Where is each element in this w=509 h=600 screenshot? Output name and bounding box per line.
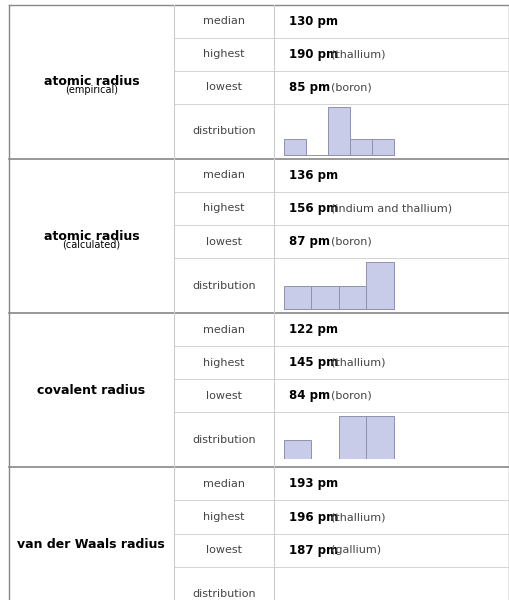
Text: lowest: lowest	[206, 236, 242, 247]
Text: 187 pm: 187 pm	[289, 544, 338, 557]
Text: highest: highest	[203, 203, 245, 214]
Text: 190 pm: 190 pm	[289, 47, 338, 61]
Text: 130 pm: 130 pm	[289, 14, 338, 28]
Text: (indium and thallium): (indium and thallium)	[331, 203, 453, 214]
Polygon shape	[339, 416, 366, 464]
Text: highest: highest	[203, 49, 245, 59]
Text: 122 pm: 122 pm	[289, 323, 338, 336]
Text: lowest: lowest	[206, 82, 242, 92]
Text: median: median	[203, 325, 245, 335]
Text: 196 pm: 196 pm	[289, 511, 338, 524]
Text: distribution: distribution	[192, 281, 256, 290]
Text: (boron): (boron)	[331, 82, 372, 92]
Text: 87 pm: 87 pm	[289, 235, 330, 248]
Text: (thallium): (thallium)	[331, 49, 386, 59]
Text: lowest: lowest	[206, 545, 242, 555]
Text: atomic radius: atomic radius	[43, 230, 139, 242]
Polygon shape	[366, 416, 394, 464]
Polygon shape	[284, 594, 312, 600]
Text: highest: highest	[203, 512, 245, 522]
Text: 84 pm: 84 pm	[289, 389, 330, 403]
Text: 145 pm: 145 pm	[289, 356, 338, 369]
Text: (boron): (boron)	[331, 236, 372, 247]
Text: 85 pm: 85 pm	[289, 81, 330, 94]
Polygon shape	[284, 440, 312, 464]
Text: distribution: distribution	[192, 127, 256, 136]
Polygon shape	[366, 570, 394, 600]
Text: (thallium): (thallium)	[331, 512, 386, 522]
Polygon shape	[339, 570, 366, 600]
Text: median: median	[203, 479, 245, 489]
Text: (calculated): (calculated)	[62, 239, 121, 249]
Text: median: median	[203, 170, 245, 181]
Polygon shape	[366, 262, 394, 310]
Text: highest: highest	[203, 358, 245, 368]
Polygon shape	[312, 286, 339, 310]
Text: (gallium): (gallium)	[331, 545, 382, 555]
Polygon shape	[284, 139, 306, 155]
Text: 156 pm: 156 pm	[289, 202, 338, 215]
Text: lowest: lowest	[206, 391, 242, 401]
Text: atomic radius: atomic radius	[43, 75, 139, 88]
Polygon shape	[284, 286, 312, 310]
Polygon shape	[339, 286, 366, 310]
Text: van der Waals radius: van der Waals radius	[17, 538, 165, 551]
Text: distribution: distribution	[192, 435, 256, 445]
Polygon shape	[372, 139, 394, 155]
Text: (thallium): (thallium)	[331, 358, 386, 368]
Text: 136 pm: 136 pm	[289, 169, 338, 182]
Polygon shape	[350, 139, 372, 155]
Polygon shape	[328, 107, 350, 155]
Text: (empirical): (empirical)	[65, 85, 118, 95]
Text: 193 pm: 193 pm	[289, 478, 338, 490]
Text: distribution: distribution	[192, 589, 256, 599]
Text: median: median	[203, 16, 245, 26]
Text: covalent radius: covalent radius	[37, 384, 146, 397]
Text: (boron): (boron)	[331, 391, 372, 401]
